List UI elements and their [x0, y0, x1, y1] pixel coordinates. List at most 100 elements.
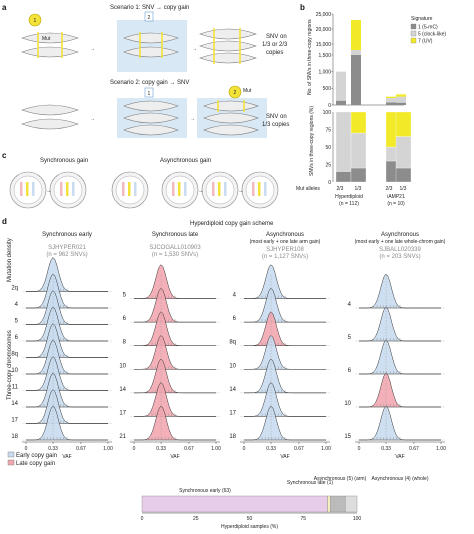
- ridge-xtick: 1.00: [103, 446, 113, 452]
- b-top-bar-segment: [386, 98, 396, 103]
- chromosome: [178, 182, 181, 196]
- column-snvs: (n = 203 SNVs): [379, 254, 420, 260]
- b-legend-label: 1 (5-mC): [418, 25, 438, 31]
- ridge-density: [359, 372, 441, 408]
- bottom-bar-segment: [345, 495, 358, 513]
- ridge-density: [133, 382, 217, 417]
- ridge-xtick: 1.00: [211, 446, 221, 452]
- column-sample: SJHYPER108: [266, 247, 304, 253]
- column-title: Synchronous late: [152, 232, 199, 238]
- chromosome-label: 10: [119, 363, 126, 369]
- cell-arrow: →: [46, 188, 52, 194]
- ridge-density: [134, 405, 216, 441]
- scenario1-snv-line2: 1/3 or 2/3: [262, 42, 288, 48]
- b-pct-ytick: 75: [325, 127, 331, 133]
- chromosome-label: 10: [11, 368, 18, 374]
- b-top-bar-segment: [351, 20, 361, 50]
- b-legend-swatch: [410, 30, 417, 37]
- b-pct-ylabel: SNVs in three-copy regions (%): [309, 106, 315, 176]
- b-top-ytick: 1,000: [318, 70, 331, 76]
- hyperdiploid-samples-bar: Synchronous early (63) Synchronous late (…: [141, 476, 429, 530]
- b-mut-alleles-label: Mut alleles: [296, 186, 320, 192]
- bottom-bar-label: Synchronous late (1): [287, 480, 333, 486]
- ridge-density: [359, 306, 441, 342]
- chromosome: [122, 182, 125, 196]
- b-cohort-n: (n = 112): [339, 201, 359, 207]
- b-top-bar-segment: [351, 50, 361, 55]
- ridge-density: [26, 273, 108, 309]
- panel-label-d: d: [2, 217, 7, 226]
- scenario1-title: Scenario 1: SNV → copy gain: [110, 5, 189, 11]
- b-legend-title: Signature: [411, 16, 433, 22]
- bottom-bar-segment: [327, 495, 331, 513]
- ridge-density: [133, 335, 217, 370]
- chromosome-label: 6: [348, 368, 352, 374]
- async-gain-title: Asynchronous gain: [160, 158, 211, 164]
- chromosome: [134, 182, 137, 196]
- mutation-density-label: Mutation density: [7, 238, 13, 282]
- three-copy-label: Three-copy chromosomes: [7, 330, 13, 400]
- chromosome-label: 8q: [11, 352, 18, 358]
- column-snvs: (n = 962 SNVs): [46, 252, 87, 258]
- b-top-bar-segment: [396, 96, 406, 103]
- bottom-bar-label: Synchronous early (63): [179, 488, 231, 494]
- ridge-xtick: 0.33: [156, 446, 166, 452]
- column-sample: SJBALL020339: [379, 247, 421, 253]
- chromosome-label: 17: [11, 418, 18, 424]
- bottom-bar-tick: 100: [353, 516, 362, 522]
- ridge-density: [243, 287, 327, 323]
- ridge-density: [243, 358, 327, 394]
- b-top-bar-segment: [386, 96, 396, 98]
- ridge-density: [133, 311, 217, 346]
- ridge-density: [133, 264, 217, 299]
- chromosome: [258, 182, 261, 196]
- ridge-xtick: 0.33: [48, 446, 58, 452]
- column-subtitle: (most early + one late arm gain): [250, 239, 321, 245]
- b-pct-bar-segment: [395, 111, 412, 137]
- cell-arrow: →: [238, 188, 244, 194]
- ridge-xtick: 0: [25, 446, 28, 452]
- b-pct-ytick: 25: [325, 162, 331, 168]
- chromosome-label: 8: [123, 340, 127, 346]
- b-top-bar-segment: [336, 100, 346, 105]
- chromosome-label: 18: [11, 434, 18, 440]
- chromosome-label: 14: [119, 387, 126, 393]
- b-category-label: 1/3: [400, 186, 407, 192]
- chromosome-label: 4: [233, 293, 237, 299]
- column-snvs: (n = 1,530 SNVs): [152, 252, 198, 258]
- scenario2-snv-line1: SNV on: [266, 114, 287, 120]
- ridge-density: [244, 405, 326, 441]
- column-title: Asynchronous: [266, 232, 304, 238]
- chromosome: [60, 182, 63, 196]
- b-legend-swatch: [410, 23, 417, 30]
- ridge-density: [359, 273, 441, 309]
- ridge-xtick: 0.67: [294, 446, 304, 452]
- b-category-label: 2/3: [386, 186, 393, 192]
- ridge-xtick: 0.67: [184, 446, 194, 452]
- b-legend-label: 5 (clock-like): [418, 32, 446, 38]
- b-cohort-name: Hyperdiploid: [335, 194, 363, 200]
- ridge-xtick: 0.33: [381, 446, 391, 452]
- b-top-ytick: 25,000: [316, 12, 332, 18]
- scenario2-diagram: 1 → → 2 Mut SNV on 1/3 copies: [21, 85, 289, 138]
- chromosome-label: 17: [119, 410, 126, 416]
- arrow-1: →: [90, 46, 95, 52]
- ridge-plots: Synchronous early SJHYPER021(n = 962 SNVs…: [11, 232, 446, 460]
- chromosome: [172, 182, 175, 196]
- chromosome: [218, 182, 221, 196]
- ridge-density: [26, 323, 108, 358]
- b-top-ytick: 20,000: [316, 27, 332, 33]
- ridge-xlabel: VAF: [395, 454, 404, 460]
- cell-arrow: →: [198, 188, 204, 194]
- ridge-density: [243, 311, 327, 346]
- ridge-density: [359, 339, 441, 375]
- ridge-density: [133, 358, 217, 394]
- b-pct-bar-segment: [395, 167, 412, 183]
- column-subtitle: (most early + one late whole-chrom gain): [355, 239, 446, 245]
- scenario2-snv-line2: 1/3 copies: [262, 122, 289, 128]
- step1-label: 1: [34, 18, 37, 24]
- column-title: Synchronous early: [42, 232, 92, 238]
- b-top-bar-segment: [351, 55, 361, 105]
- ridge-xlabel: VAF: [170, 454, 179, 460]
- chromosome-label: 14: [11, 401, 18, 407]
